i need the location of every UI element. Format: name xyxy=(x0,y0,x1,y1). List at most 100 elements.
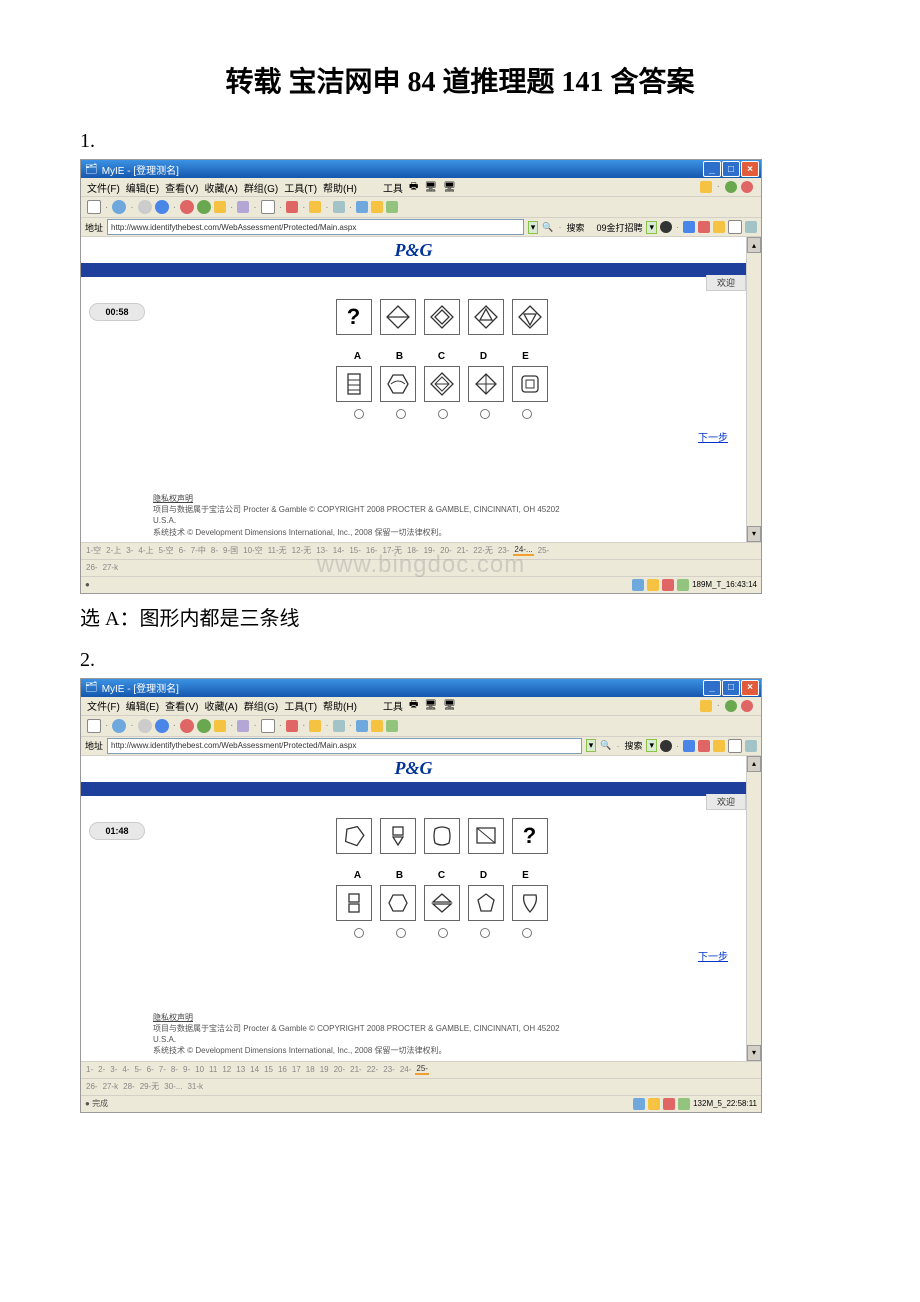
tab-item[interactable]: 14 xyxy=(249,1065,260,1074)
tab-active[interactable]: 24-... xyxy=(513,545,533,556)
tab-item[interactable]: 10-空 xyxy=(242,545,264,556)
tool-icon4[interactable] xyxy=(309,720,321,732)
menu-help[interactable]: 帮助(H) xyxy=(323,698,357,713)
tab-item[interactable]: 9-国 xyxy=(222,545,239,556)
tab-item[interactable]: 23- xyxy=(497,546,511,555)
menu-tools[interactable]: 工具(T) xyxy=(284,180,317,195)
tab-item[interactable]: 15 xyxy=(263,1065,274,1074)
stop-icon[interactable] xyxy=(741,181,753,193)
tool-icon7[interactable] xyxy=(371,201,383,213)
tab-item[interactable]: 27-k xyxy=(102,563,120,572)
tab-item[interactable]: 11 xyxy=(208,1065,218,1074)
radio-e[interactable] xyxy=(522,928,532,938)
menu-file[interactable]: 文件(F) xyxy=(87,180,120,195)
icon-a[interactable] xyxy=(660,221,672,233)
scroll-down-icon[interactable]: ▾ xyxy=(747,1045,761,1061)
x-icon[interactable] xyxy=(180,200,194,214)
icon-c[interactable] xyxy=(698,740,710,752)
tab-item[interactable]: 3- xyxy=(109,1065,118,1074)
tab-item[interactable]: 23- xyxy=(382,1065,396,1074)
icon-c[interactable] xyxy=(698,221,710,233)
back-icon[interactable] xyxy=(112,719,126,733)
radio-c[interactable] xyxy=(438,409,448,419)
menu-edit[interactable]: 编辑(E) xyxy=(126,180,159,195)
fav-icon[interactable] xyxy=(214,201,226,213)
stop-icon[interactable] xyxy=(741,700,753,712)
tab-active[interactable]: 25- xyxy=(415,1064,429,1075)
tab-item[interactable]: 15- xyxy=(348,546,362,555)
tab-item[interactable]: 25- xyxy=(537,546,551,555)
tab-item[interactable]: 21- xyxy=(456,546,470,555)
scroll-up-icon[interactable]: ▴ xyxy=(747,756,761,772)
circle-icon[interactable] xyxy=(725,700,737,712)
tab-item[interactable]: 4- xyxy=(121,1065,130,1074)
tab-item[interactable]: 2-上 xyxy=(105,545,122,556)
tab-item[interactable]: 10 xyxy=(194,1065,205,1074)
tab-item[interactable]: 8- xyxy=(210,546,219,555)
toolbox-icon3[interactable]: 🖥 xyxy=(443,182,456,193)
menu-favorites[interactable]: 收藏(A) xyxy=(204,180,237,195)
tab-item[interactable]: 18 xyxy=(305,1065,316,1074)
toolbox-icon3[interactable]: 🖥 xyxy=(443,700,456,711)
x-icon[interactable] xyxy=(180,719,194,733)
refresh-icon[interactable] xyxy=(197,200,211,214)
refresh-icon[interactable] xyxy=(197,719,211,733)
icon-b[interactable] xyxy=(683,221,695,233)
privacy-link[interactable]: 隐私权声明 xyxy=(153,493,738,504)
scroll-up-icon[interactable]: ▴ xyxy=(747,237,761,253)
menu-edit[interactable]: 编辑(E) xyxy=(126,698,159,713)
tab-item[interactable]: 17 xyxy=(291,1065,302,1074)
tab-item[interactable]: 9- xyxy=(182,1065,191,1074)
radio-d[interactable] xyxy=(480,928,490,938)
tool-icon5[interactable] xyxy=(333,720,345,732)
tab-item[interactable]: 30-... xyxy=(163,1082,183,1091)
tab-item[interactable]: 22-无 xyxy=(472,545,494,556)
scroll-down-icon[interactable]: ▾ xyxy=(747,526,761,542)
tab-item[interactable]: 19 xyxy=(319,1065,330,1074)
page-icon[interactable] xyxy=(87,200,101,214)
search-icon[interactable]: 🔍 xyxy=(600,740,611,751)
radio-b[interactable] xyxy=(396,928,406,938)
tab-item[interactable]: 17-无 xyxy=(381,545,403,556)
tab-item[interactable]: 6- xyxy=(146,1065,155,1074)
tab-item[interactable]: 12 xyxy=(221,1065,232,1074)
menu-groups[interactable]: 群组(G) xyxy=(244,698,278,713)
menu-view[interactable]: 查看(V) xyxy=(165,698,198,713)
tab-item[interactable]: 8- xyxy=(170,1065,179,1074)
radio-a[interactable] xyxy=(354,409,364,419)
close-button[interactable]: × xyxy=(741,680,759,696)
tab-item[interactable]: 20- xyxy=(439,546,453,555)
url-input[interactable]: http://www.identifythebest.com/WebAssess… xyxy=(107,738,582,754)
tab-item[interactable]: 21- xyxy=(349,1065,363,1074)
tab-item[interactable]: 2- xyxy=(97,1065,106,1074)
tab-item[interactable]: 13 xyxy=(235,1065,246,1074)
tab-item[interactable]: 28- xyxy=(122,1082,136,1091)
search-icon[interactable]: 🔍 xyxy=(542,222,553,233)
dropdown-icon[interactable]: ▾ xyxy=(646,739,657,752)
radio-c[interactable] xyxy=(438,928,448,938)
scrollbar[interactable]: ▴ ▾ xyxy=(746,756,761,1061)
tab-item[interactable]: 19- xyxy=(423,546,437,555)
next-button[interactable]: 下一步 xyxy=(698,948,728,963)
menu-tools[interactable]: 工具(T) xyxy=(284,698,317,713)
nav-icon[interactable] xyxy=(155,200,169,214)
nav-icon[interactable] xyxy=(155,719,169,733)
tab-item[interactable]: 31-k xyxy=(186,1082,204,1091)
menu-groups[interactable]: 群组(G) xyxy=(244,180,278,195)
url-input[interactable]: http://www.identifythebest.com/WebAssess… xyxy=(107,219,524,235)
tab-item[interactable]: 7-中 xyxy=(190,545,207,556)
tab-item[interactable]: 3- xyxy=(125,546,134,555)
tab-item[interactable]: 1-空 xyxy=(85,545,102,556)
icon-f[interactable] xyxy=(745,221,757,233)
page-icon[interactable] xyxy=(87,719,101,733)
tool-icon2[interactable] xyxy=(261,200,275,214)
tab-item[interactable]: 12-无 xyxy=(291,545,313,556)
tab-item[interactable]: 20- xyxy=(333,1065,347,1074)
tool-icon2[interactable] xyxy=(261,719,275,733)
icon-d[interactable] xyxy=(713,740,725,752)
tab-item[interactable]: 1- xyxy=(85,1065,94,1074)
tab-item[interactable]: 5- xyxy=(134,1065,143,1074)
tab-item[interactable]: 4-上 xyxy=(137,545,154,556)
tool-icon3[interactable] xyxy=(286,201,298,213)
tab-item[interactable]: 29-无 xyxy=(139,1081,161,1092)
